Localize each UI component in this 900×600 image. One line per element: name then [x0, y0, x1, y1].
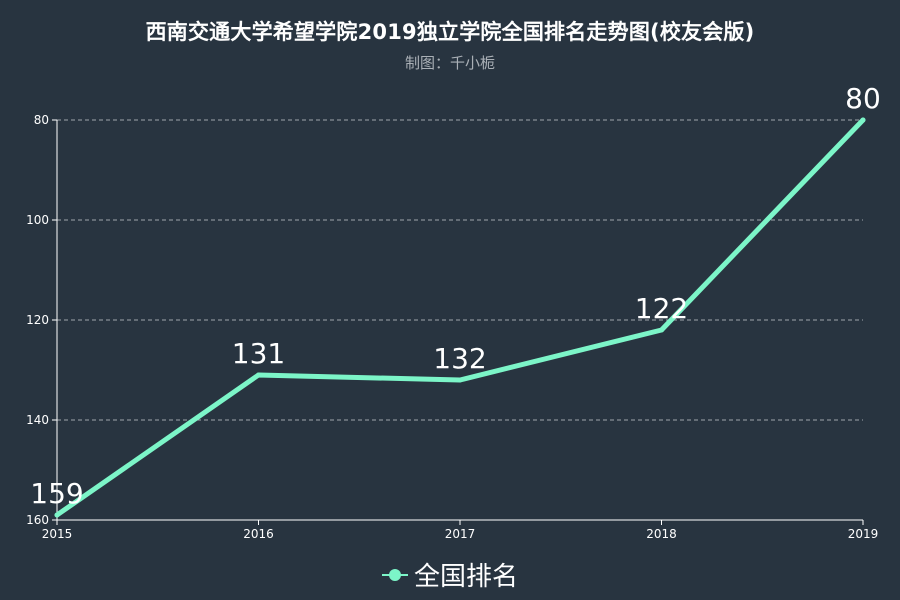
y-tick-label-160: 160	[26, 513, 49, 527]
x-tick-label-2015: 2015	[42, 527, 73, 541]
data-point-2018[interactable]	[659, 327, 664, 333]
data-point-2019[interactable]	[860, 117, 866, 123]
x-tick-label-2018: 2018	[646, 527, 677, 541]
data-point-2017[interactable]	[457, 377, 463, 383]
chart-subtitle: 制图：千小栀	[404, 54, 495, 72]
series-line-0[interactable]	[54, 117, 866, 518]
chart-title: 西南交通大学希望学院2019独立学院全国排名走势图(校友会版)	[145, 20, 755, 44]
x-tick-label-2017: 2017	[445, 527, 476, 541]
y-tick-label-120: 120	[26, 313, 49, 327]
data-label-2016: 131	[232, 337, 285, 370]
legend[interactable]: 全国排名	[0, 556, 900, 593]
series-layer	[54, 117, 866, 518]
y-tick-label-140: 140	[26, 413, 49, 427]
data-label-2018: 122	[635, 292, 688, 325]
data-label-2017: 132	[433, 342, 486, 375]
legend-line-marker-icon	[381, 568, 408, 581]
legend-label: 全国排名	[413, 562, 518, 592]
x-tick-label-2019: 2019	[848, 527, 879, 541]
data-point-2015[interactable]	[54, 512, 60, 518]
y-tick-label-100: 100	[26, 213, 49, 227]
data-label-2019: 80	[845, 82, 881, 115]
grid-lines	[57, 119, 863, 421]
data-labels: 159 131 132 122 80	[30, 82, 881, 510]
y-tick-label-80: 80	[34, 113, 49, 127]
data-point-2016[interactable]	[256, 372, 261, 378]
x-tick-label-2016: 2016	[243, 527, 274, 541]
data-label-2015: 159	[30, 477, 83, 510]
